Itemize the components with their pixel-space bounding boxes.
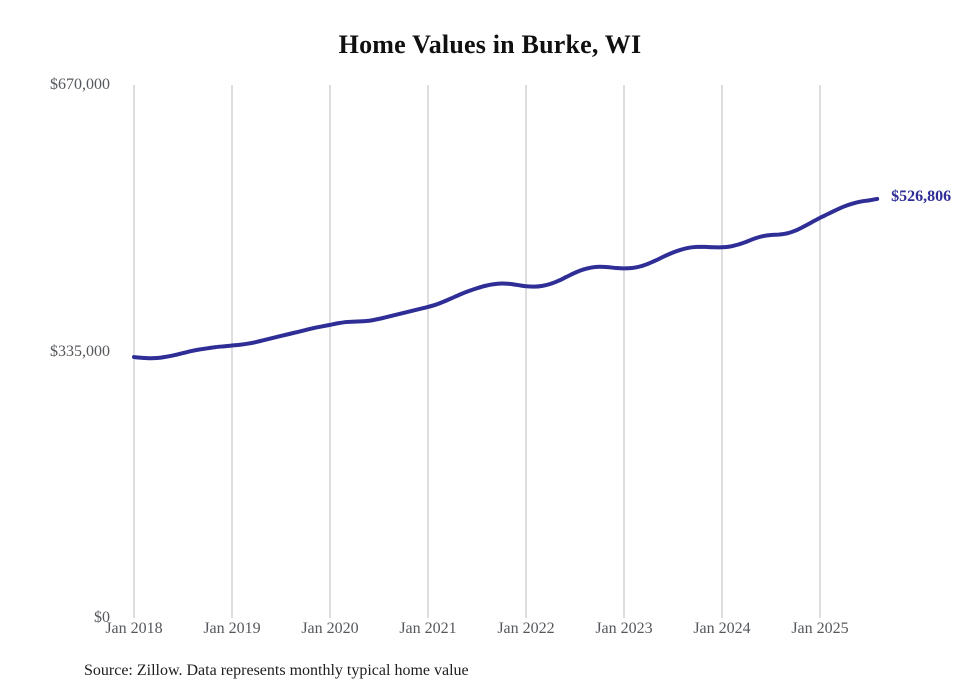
x-axis-tick-label: Jan 2025 bbox=[791, 620, 849, 637]
gridlines-group bbox=[133, 85, 821, 618]
x-axis-tick-label: Jan 2020 bbox=[301, 620, 359, 637]
y-axis-tick-label-mid: $335,000 bbox=[50, 343, 110, 360]
home-value-line bbox=[132, 196, 880, 361]
end-value-annotation: $526,806 bbox=[891, 187, 952, 205]
y-axis-tick-label-top: $670,000 bbox=[50, 76, 110, 93]
y-axis-tick-label-zero: $0 bbox=[94, 609, 110, 626]
source-note: Source: Zillow. Data represents monthly … bbox=[84, 662, 469, 679]
x-axis-tick-label: Jan 2023 bbox=[595, 620, 653, 637]
chart-title: Home Values in Burke, WI bbox=[338, 30, 642, 59]
x-axis-tick-label: Jan 2021 bbox=[399, 620, 457, 637]
x-axis-tick-label: Jan 2024 bbox=[693, 620, 751, 637]
x-axis-tick-label: Jan 2019 bbox=[203, 620, 261, 637]
x-axis-tick-label: Jan 2022 bbox=[497, 620, 555, 637]
x-axis-tick-label: Jan 2018 bbox=[105, 620, 163, 637]
